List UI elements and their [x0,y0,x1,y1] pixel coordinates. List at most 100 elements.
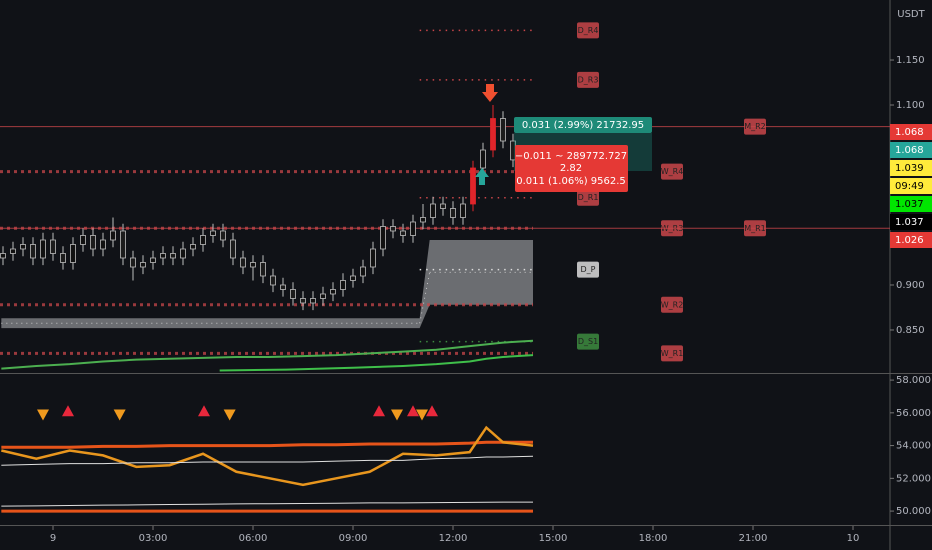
oscillator-line [1,440,533,449]
level-tag [744,220,766,237]
price-tag-label: 1.068 [895,145,924,156]
candle-body [130,257,136,268]
level-label: D_R4 [578,26,599,35]
candle-body [100,239,106,250]
candle-body [360,266,366,277]
candle-body [270,275,276,286]
y-tick-label: 1.100 [896,100,925,111]
level-label: D_R3 [578,75,599,84]
candle-body [410,221,416,236]
y-tick-label: 58.000 [896,375,931,386]
candle-body [370,248,376,268]
candle-body [20,244,26,250]
price-tag [890,142,932,158]
candle-body [440,203,446,209]
value-area [1,239,534,329]
signal-marker [416,409,428,421]
x-tick-label: 10 [847,533,860,544]
signal-marker [198,405,210,417]
signal-marker [426,405,438,417]
level-tag [577,261,599,278]
signal-marker [113,409,126,421]
x-tick-label: 09:00 [339,533,368,544]
ma-line [219,354,534,372]
candle-body [470,167,476,205]
x-tick-label: 15:00 [539,533,568,544]
price-tag [890,178,932,194]
price-tag-label: 1.026 [895,235,924,246]
oscillator-line [1,501,533,507]
candle-body [290,289,296,299]
currency-label: USDT [897,9,925,20]
price-tag [890,196,932,212]
level-label: W_R4 [661,167,684,176]
candle-body [220,230,226,241]
candle-body [0,253,6,259]
candle-body [310,298,316,304]
candle-body [260,262,266,277]
value-area-dots [419,272,431,324]
signal-marker [391,409,403,421]
candle-body [60,253,66,263]
price-tag-label: 1.037 [895,199,924,210]
candle-body [160,253,166,259]
candle-body [40,239,46,259]
candle-body [200,235,206,245]
plot: 1.150 1.100 0.900 0.850 58.000 56.000 54.000 52… [0,22,932,544]
candle-body [70,244,76,263]
candle-body [320,293,326,299]
candle-body [90,235,96,250]
level-tag [661,296,683,313]
candle-body [340,280,346,290]
level-tag [661,163,683,180]
x-tick-label: 03:00 [139,533,168,544]
price-tag-label: 1.037 [895,217,924,228]
candle-body [500,118,506,142]
level-label: D_S1 [578,337,598,346]
candle-body [140,262,146,268]
order-text: −0.011 ~ 289772.727 [515,151,627,162]
candle-body [460,203,466,218]
x-tick-label: 06:00 [239,533,268,544]
x-tick-label: 9 [50,533,56,544]
candle-body [110,230,116,241]
level-tag [577,189,599,206]
candle-body [300,298,306,304]
signal-marker [407,405,419,417]
candle-body [10,248,16,254]
measure-box [514,117,652,133]
candle-body [240,257,246,268]
x-tick-label: 12:00 [439,533,468,544]
candle-body [170,253,176,259]
price-tag [890,160,932,176]
level-tag [661,345,683,362]
candle-body [280,284,286,290]
signal-marker [223,409,236,421]
price-tag-label: 09:49 [895,181,924,192]
signal-marker [62,405,74,417]
level-label: D_R1 [578,193,599,202]
candle-body [350,275,356,281]
y-tick-label: 52.000 [896,473,931,484]
level-label: D_P [581,265,596,274]
candle-body [330,289,336,295]
order-text: 0.011 (1.06%) 9562.5 [516,176,626,187]
order-box [515,145,628,192]
signal-marker [37,409,49,421]
candle-body [480,149,486,169]
level-label: W_R1 [661,349,684,358]
candle-body [420,217,426,223]
y-tick-label: 56.000 [896,408,931,419]
sell-arrow [482,84,498,102]
y-tick-label: 54.000 [896,441,931,452]
price-tag-label: 1.068 [895,127,924,138]
candle-body [150,257,156,263]
y-tick-label: 0.850 [896,325,925,336]
oscillator-line [1,455,534,466]
candle-body [490,118,496,151]
measure-text: 0.031 (2.99%) 21732.95 [522,120,644,131]
order-text: 2.82 [560,163,582,174]
price-tag-label: 1.039 [895,163,924,174]
